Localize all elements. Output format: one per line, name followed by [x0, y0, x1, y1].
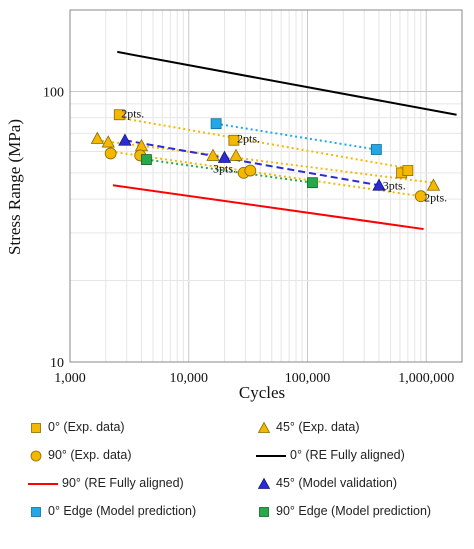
y-tick-label: 10 [50, 356, 64, 371]
legend-item-re0: 0° (RE Fully aligned) [256, 446, 405, 464]
data-point-e90 [141, 154, 152, 165]
point-count-annotation: 2pts. [237, 132, 260, 146]
legend-label: 0° Edge (Model prediction) [48, 504, 197, 518]
x-tick-label: 10,000 [170, 371, 209, 386]
data-point-s45 [229, 148, 243, 161]
trendline-s0 [119, 116, 409, 170]
data-point-e0 [210, 118, 222, 130]
legend-swatch [259, 506, 269, 517]
data-point-s90 [414, 190, 427, 203]
legend-marker-swatch [259, 506, 269, 517]
x-axis-title: Cycles [239, 383, 285, 402]
legend-swatch [256, 454, 286, 457]
legend-marker-swatch [31, 422, 41, 433]
x-axis-ticks: 1,000 10,000 100,000 1,000,000 [54, 371, 454, 386]
trendlines [97, 116, 434, 198]
legend-item-e90: 90° Edge (Model prediction) [256, 502, 431, 520]
legend-label: 90° Edge (Model prediction) [276, 504, 432, 518]
trendline-s45 [97, 139, 434, 184]
legend-item-s45: 45° (Exp. data) [256, 418, 360, 436]
legend-marker-swatch [257, 421, 271, 433]
data-point-s0 [402, 165, 414, 176]
legend-swatch [28, 482, 58, 485]
legend-label: 90° (Exp. data) [48, 448, 132, 462]
legend-swatch [31, 506, 41, 517]
data-point-m45 [217, 150, 232, 163]
y-tick-label: 100 [43, 85, 64, 100]
y-axis-title: Stress Range (MPa) [5, 119, 24, 255]
data-point-s90 [104, 147, 117, 160]
legend-item-re90: 90° (RE Fully aligned) [28, 474, 184, 492]
data-point-s0 [113, 109, 125, 121]
point-count-annotation: 3pts. [213, 161, 236, 175]
data-point-s45 [90, 131, 105, 144]
x-tick-label: 1,000,000 [398, 371, 454, 386]
legend-label: 90° (RE Fully aligned) [62, 476, 184, 490]
data-point-e90 [307, 177, 318, 189]
series-line-re0 [117, 50, 457, 116]
legend-label: 45° (Model validation) [276, 476, 398, 490]
legend-swatch [257, 477, 271, 489]
legend-marker-swatch [30, 450, 42, 462]
legend-label: 0° (RE Fully aligned) [290, 448, 405, 462]
x-tick-label: 100,000 [285, 371, 331, 386]
data-point-s45 [426, 178, 441, 191]
trendline-e0 [215, 122, 377, 151]
data-point-s90 [244, 164, 257, 177]
point-count-annotation: 2pts. [424, 191, 447, 205]
legend-item-m45: 45° (Model validation) [256, 474, 397, 492]
data-point-e0 [370, 144, 382, 155]
series-line-re90 [112, 184, 424, 231]
legend-marker-swatch [31, 506, 41, 517]
trendline-m45 [124, 139, 380, 187]
x-tick-label: 1,000 [54, 371, 86, 386]
legend-label: 0° (Exp. data) [48, 420, 125, 434]
point-count-annotation: 2pts. [121, 106, 144, 120]
legend-marker-swatch [257, 477, 271, 489]
plot-frame [69, 9, 463, 363]
legend-swatch [31, 422, 41, 433]
data-point-m45 [372, 178, 386, 191]
data-point-m45 [118, 133, 132, 146]
data-point-s45 [101, 135, 115, 148]
legend-swatch [30, 450, 42, 462]
legend-label: 45° (Exp. data) [276, 420, 360, 434]
legend-item-s0: 0° (Exp. data) [28, 418, 125, 436]
annotations: 2pts. 2pts. 3pts. 3pts. 2pts. [121, 106, 447, 204]
data-marks [90, 50, 457, 231]
trendline-s90 [110, 150, 421, 198]
legend-item-e0: 0° Edge (Model prediction) [28, 502, 196, 520]
legend-item-s90: 90° (Exp. data) [28, 446, 132, 464]
legend-swatch [257, 421, 271, 433]
data-point-s0 [228, 134, 240, 146]
y-axis-ticks: 10 100 [43, 85, 64, 371]
data-point-s45 [206, 148, 220, 161]
point-count-annotation: 3pts. [383, 178, 406, 192]
